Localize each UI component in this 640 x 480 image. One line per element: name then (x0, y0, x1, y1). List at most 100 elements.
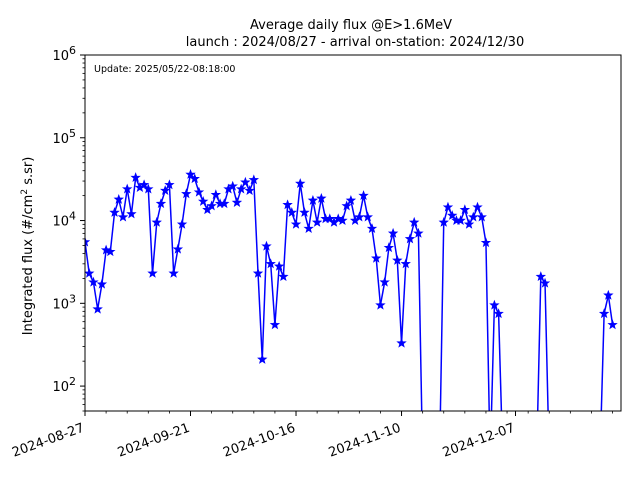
data-point-star (282, 199, 293, 210)
data-point-star (122, 183, 133, 194)
data-point-star (446, 210, 458, 220)
series-segment (490, 305, 496, 411)
data-point-star (598, 308, 610, 319)
data-point-star (442, 201, 454, 212)
x-tick-label: 2024-10-16 (221, 421, 297, 461)
data-point-star (244, 185, 255, 196)
series-segment (392, 233, 399, 261)
data-point-star (387, 227, 399, 238)
series-segment (122, 188, 128, 218)
series-segment (362, 195, 369, 218)
y-tick-label: 103 (52, 292, 76, 313)
series-segment (316, 198, 323, 223)
series-segment (261, 246, 268, 360)
data-point-star (278, 271, 289, 282)
series-segment (417, 233, 423, 411)
data-point-star (489, 299, 500, 310)
data-point-star (100, 244, 112, 255)
data-point-star (126, 208, 137, 219)
chart-subtitle: launch : 2024/08/27 - arrival on-station… (186, 35, 524, 50)
series-segment (299, 183, 306, 213)
y-axis-label: Integrated flux (#/cm2 s.sr) (20, 157, 36, 336)
data-point-star (168, 267, 179, 278)
data-point-star (341, 200, 352, 211)
data-point-star (362, 211, 373, 222)
y-tick-label: 105 (52, 126, 76, 147)
data-point-star (299, 207, 310, 217)
data-point-star (307, 194, 319, 205)
series-segment (257, 273, 264, 360)
data-point-star (197, 196, 209, 206)
data-point-star (117, 211, 129, 222)
series-segment (600, 313, 605, 411)
series-segment (379, 282, 386, 306)
data-point-star (231, 197, 243, 207)
series-segment (126, 188, 133, 215)
data-point-star (252, 267, 264, 278)
update-annotation: Update: 2025/05/22-08:18:00 (94, 64, 235, 75)
data-point-star (358, 190, 369, 201)
data-point-star (607, 319, 618, 330)
data-point-star (392, 254, 403, 265)
data-point-star (138, 179, 150, 190)
data-point-star (371, 252, 382, 263)
data-point-star (273, 260, 285, 271)
series-segment (396, 260, 403, 344)
data-point-star (130, 172, 141, 183)
series-segment (312, 200, 318, 223)
data-point-star (480, 237, 492, 248)
series-segment (282, 204, 289, 277)
data-point-star (337, 215, 348, 225)
data-point-star (151, 216, 162, 227)
data-point-star (189, 173, 200, 184)
data-point-star (366, 223, 378, 233)
series-segment (607, 295, 614, 325)
series-segment (439, 222, 445, 411)
series-segment (400, 263, 407, 344)
series-segment (172, 249, 179, 274)
series-segment (383, 247, 390, 283)
data-point-star (265, 258, 276, 269)
series-segment (536, 276, 542, 411)
data-point-star (383, 242, 395, 253)
data-point-star (455, 215, 466, 225)
data-point-star (286, 207, 297, 217)
data-point-star (109, 207, 120, 217)
data-point-star (248, 174, 260, 185)
series-segment (85, 241, 90, 274)
data-point-star (88, 276, 99, 287)
series-segment (151, 222, 158, 274)
data-point-star (85, 236, 91, 247)
data-point-star (159, 185, 171, 196)
data-point-star (227, 180, 238, 191)
data-point-star (143, 183, 154, 194)
data-point-star (240, 176, 251, 187)
data-point-star (235, 183, 247, 194)
series-segment (109, 212, 116, 252)
x-tick-label: 2024-12-07 (441, 421, 517, 461)
data-point-star (193, 186, 205, 197)
data-point-star (463, 218, 475, 229)
y-tick-label: 104 (52, 209, 76, 230)
data-point-star (176, 218, 188, 229)
data-point-star (535, 271, 547, 282)
plot-area: 102 103 104 105 106 2024-08-27 2024-09-21 2024-… (10, 44, 622, 461)
y-tick-label: 102 (52, 375, 76, 396)
data-point-star (345, 194, 357, 205)
series-segment (375, 258, 382, 306)
series-segment (295, 183, 301, 225)
series-segment (405, 238, 411, 264)
data-point-star (311, 216, 323, 227)
y-tick-label: 106 (52, 44, 76, 65)
data-point-star (409, 216, 420, 227)
plot-frame (84, 54, 622, 412)
series-segment (177, 224, 183, 250)
data-point-star (85, 267, 95, 278)
series-segment (253, 179, 259, 274)
data-point-star (303, 223, 314, 233)
data-point-star (164, 179, 175, 190)
series-group (85, 169, 618, 411)
data-point-star (316, 192, 327, 203)
series-segment (269, 263, 276, 325)
